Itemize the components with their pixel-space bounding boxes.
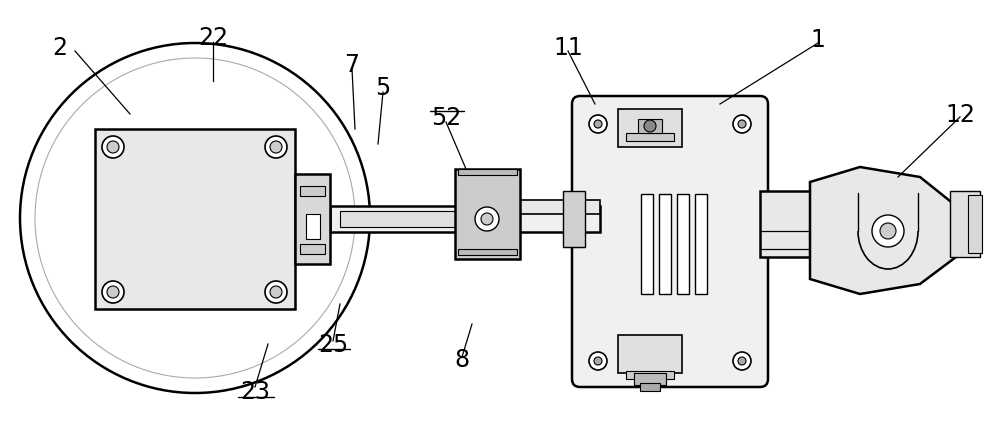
Circle shape [107,286,119,298]
Circle shape [738,357,746,365]
Bar [340,212,480,227]
Text: 52: 52 [431,106,461,130]
Circle shape [738,121,746,129]
Circle shape [880,223,896,240]
Bar [968,195,982,254]
Circle shape [102,281,124,303]
Bar [634,373,666,385]
Circle shape [733,116,751,134]
Bar [300,187,325,197]
Bar [95,130,295,309]
Circle shape [594,357,602,365]
Bar [455,170,520,259]
Bar [618,110,682,148]
Circle shape [872,215,904,247]
Text: 5: 5 [375,76,391,100]
Circle shape [265,281,287,303]
Bar [330,207,600,233]
Text: 11: 11 [553,36,583,60]
Bar [618,335,682,373]
Bar [510,201,600,215]
Bar [659,194,671,294]
Circle shape [594,121,602,129]
Bar [626,134,674,141]
Circle shape [589,116,607,134]
Text: 1: 1 [811,28,825,52]
Text: 23: 23 [240,379,270,403]
Circle shape [20,44,370,393]
Circle shape [270,141,282,154]
Bar [458,170,517,176]
Circle shape [107,141,119,154]
Circle shape [270,286,282,298]
Bar [638,120,662,134]
Circle shape [265,137,287,159]
Bar [695,194,707,294]
Bar [641,194,653,294]
Text: 22: 22 [198,26,228,50]
Text: 25: 25 [318,332,348,356]
Bar [295,175,330,265]
Text: 8: 8 [454,347,470,371]
Bar [626,371,674,379]
Text: 2: 2 [53,36,68,60]
Bar [760,191,810,258]
Bar [677,194,689,294]
Circle shape [589,352,607,370]
Bar [300,244,325,254]
Circle shape [102,137,124,159]
Bar [640,383,660,391]
Polygon shape [810,168,965,294]
Text: 7: 7 [345,53,360,77]
Circle shape [475,208,499,231]
Text: 12: 12 [945,103,975,127]
Bar [950,191,980,258]
Circle shape [481,213,493,226]
Circle shape [35,59,355,378]
Circle shape [644,121,656,133]
Bar [306,215,320,240]
Bar [563,191,585,247]
Bar [458,249,517,255]
Circle shape [733,352,751,370]
FancyBboxPatch shape [572,97,768,387]
